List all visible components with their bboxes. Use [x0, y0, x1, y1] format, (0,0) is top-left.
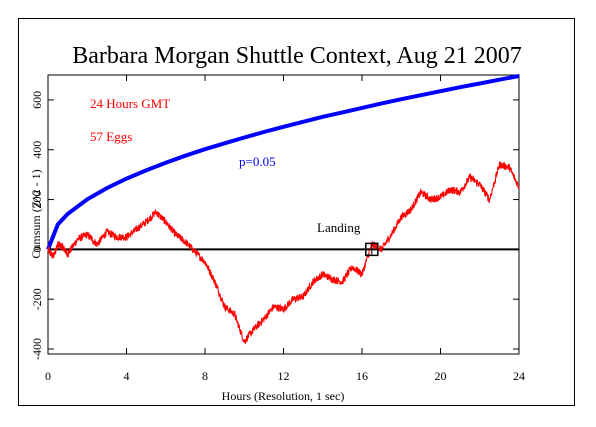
x-tick-label: 20 — [435, 369, 447, 383]
y-tick-label: 600 — [30, 91, 44, 109]
x-axis-label: Hours (Resolution, 1 sec) — [222, 389, 345, 403]
annotation-envelope: p=0.05 — [239, 154, 276, 169]
x-tick-label: 16 — [356, 369, 368, 383]
x-tick-label: 4 — [124, 369, 130, 383]
y-tick-label: -400 — [30, 338, 44, 360]
y-tick-label: 400 — [30, 141, 44, 159]
x-axis: 0 4 8 12 16 20 24 — [45, 75, 525, 383]
y-tick-label: 200 — [30, 191, 44, 209]
annotation-eggs: 57 Eggs — [90, 129, 132, 144]
series-cumsum-line — [47, 161, 520, 345]
y-tick-label: -200 — [30, 288, 44, 310]
annotation-event: Landing — [317, 220, 361, 235]
chart-frame — [18, 18, 575, 406]
annotation-period: 24 Hours GMT — [90, 96, 170, 111]
y-tick-label: 0 — [30, 246, 44, 252]
x-tick-label: 12 — [278, 369, 290, 383]
y-axis-label: Cumsum (Z^2 - 1) — [29, 169, 43, 258]
chart-title: Barbara Morgan Shuttle Context, Aug 21 2… — [72, 43, 522, 69]
y-axis: -400 -200 0 200 400 600 — [30, 91, 519, 360]
x-tick-label: 8 — [202, 369, 208, 383]
x-tick-label: 24 — [513, 369, 525, 383]
series-envelope-line — [46, 74, 520, 251]
x-tick-label: 0 — [45, 369, 51, 383]
